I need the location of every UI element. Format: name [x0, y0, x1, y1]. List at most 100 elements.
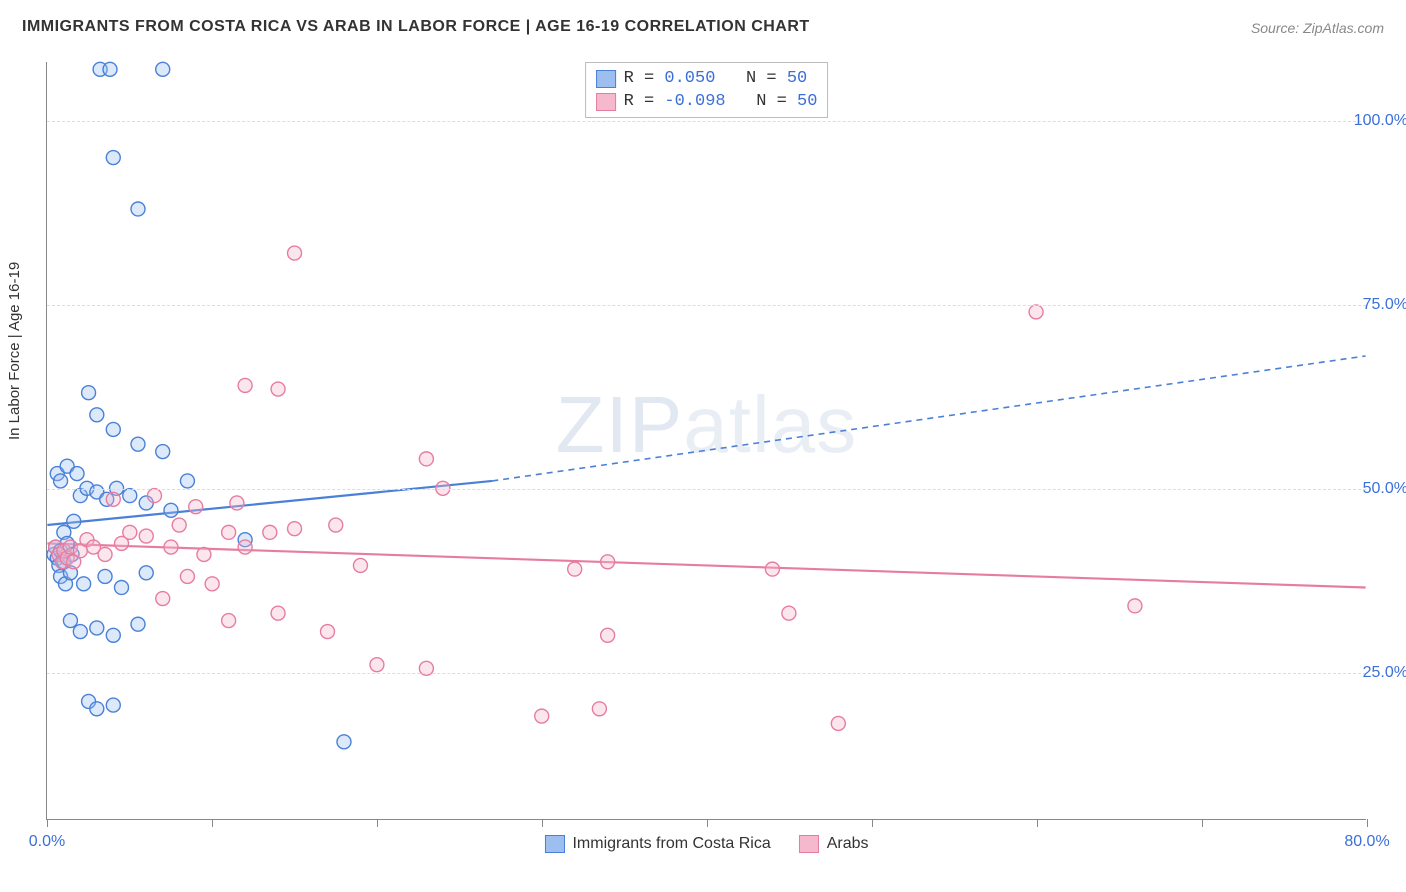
x-tick: [1037, 819, 1038, 827]
y-tick-label: 100.0%: [1338, 112, 1406, 130]
legend-row-costa_rica: R = 0.050 N = 50: [596, 67, 818, 90]
point-costa_rica: [90, 408, 104, 422]
point-arabs: [139, 529, 153, 543]
point-arabs: [156, 592, 170, 606]
point-arabs: [321, 625, 335, 639]
point-costa_rica: [164, 503, 178, 517]
point-costa_rica: [90, 702, 104, 716]
point-arabs: [288, 522, 302, 536]
point-arabs: [601, 555, 615, 569]
point-arabs: [765, 562, 779, 576]
point-costa_rica: [115, 580, 129, 594]
legend-stats: R = -0.098 N = 50: [624, 92, 818, 111]
legend-item-costa_rica: Immigrants from Costa Rica: [544, 835, 770, 853]
scatter-plot: ZIPatlas R = 0.050 N = 50R = -0.098 N = …: [46, 62, 1366, 820]
point-costa_rica: [337, 735, 351, 749]
point-arabs: [288, 246, 302, 260]
point-costa_rica: [139, 566, 153, 580]
point-arabs: [271, 606, 285, 620]
point-costa_rica: [98, 569, 112, 583]
y-axis-label: In Labor Force | Age 16-19: [6, 262, 23, 440]
legend-item-arabs: Arabs: [799, 835, 869, 853]
point-arabs: [370, 658, 384, 672]
point-costa_rica: [180, 474, 194, 488]
point-arabs: [238, 540, 252, 554]
legend-swatch: [799, 835, 819, 853]
point-arabs: [180, 569, 194, 583]
point-arabs: [353, 558, 367, 572]
point-costa_rica: [70, 467, 84, 481]
y-tick-label: 50.0%: [1338, 480, 1406, 498]
point-arabs: [329, 518, 343, 532]
point-arabs: [164, 540, 178, 554]
x-tick-label: 80.0%: [1344, 833, 1389, 851]
point-arabs: [106, 492, 120, 506]
legend-label: Immigrants from Costa Rica: [572, 835, 770, 853]
point-costa_rica: [77, 577, 91, 591]
point-arabs: [123, 525, 137, 539]
point-arabs: [222, 614, 236, 628]
gridline: [47, 673, 1366, 674]
point-arabs: [419, 452, 433, 466]
point-costa_rica: [156, 445, 170, 459]
point-arabs: [147, 489, 161, 503]
chart-title: IMMIGRANTS FROM COSTA RICA VS ARAB IN LA…: [22, 18, 810, 35]
point-arabs: [205, 577, 219, 591]
point-arabs: [592, 702, 606, 716]
point-costa_rica: [54, 474, 68, 488]
gridline: [47, 121, 1366, 122]
legend-swatch: [596, 93, 616, 111]
point-arabs: [222, 525, 236, 539]
point-arabs: [98, 547, 112, 561]
point-arabs: [230, 496, 244, 510]
point-costa_rica: [131, 202, 145, 216]
trend-line-dashed-costa_rica: [492, 356, 1365, 481]
y-tick-label: 25.0%: [1338, 664, 1406, 682]
point-costa_rica: [123, 489, 137, 503]
point-costa_rica: [90, 621, 104, 635]
gridline: [47, 489, 1366, 490]
legend-stats: R = 0.050 N = 50: [624, 69, 808, 88]
point-costa_rica: [73, 625, 87, 639]
x-tick: [542, 819, 543, 827]
point-costa_rica: [131, 437, 145, 451]
point-arabs: [197, 547, 211, 561]
point-arabs: [568, 562, 582, 576]
y-tick-label: 75.0%: [1338, 296, 1406, 314]
point-arabs: [189, 500, 203, 514]
point-costa_rica: [156, 62, 170, 76]
point-arabs: [782, 606, 796, 620]
point-arabs: [238, 378, 252, 392]
x-tick: [1367, 819, 1368, 827]
x-tick: [872, 819, 873, 827]
x-tick: [47, 819, 48, 827]
point-costa_rica: [106, 151, 120, 165]
x-tick: [1202, 819, 1203, 827]
point-arabs: [263, 525, 277, 539]
series-legend: Immigrants from Costa Rica Arabs: [544, 835, 868, 853]
point-arabs: [1029, 305, 1043, 319]
x-tick: [212, 819, 213, 827]
point-costa_rica: [67, 514, 81, 528]
point-costa_rica: [82, 386, 96, 400]
point-arabs: [601, 628, 615, 642]
point-arabs: [831, 716, 845, 730]
point-costa_rica: [103, 62, 117, 76]
point-costa_rica: [106, 698, 120, 712]
x-tick: [377, 819, 378, 827]
point-costa_rica: [131, 617, 145, 631]
legend-row-arabs: R = -0.098 N = 50: [596, 90, 818, 113]
plot-svg: [47, 62, 1366, 819]
gridline: [47, 305, 1366, 306]
x-tick-label: 0.0%: [29, 833, 65, 851]
legend-swatch: [544, 835, 564, 853]
point-costa_rica: [106, 628, 120, 642]
point-arabs: [1128, 599, 1142, 613]
point-arabs: [271, 382, 285, 396]
point-arabs: [535, 709, 549, 723]
source-attribution: Source: ZipAtlas.com: [1251, 20, 1384, 36]
x-tick: [707, 819, 708, 827]
legend-label: Arabs: [827, 835, 869, 853]
point-costa_rica: [63, 614, 77, 628]
point-arabs: [172, 518, 186, 532]
